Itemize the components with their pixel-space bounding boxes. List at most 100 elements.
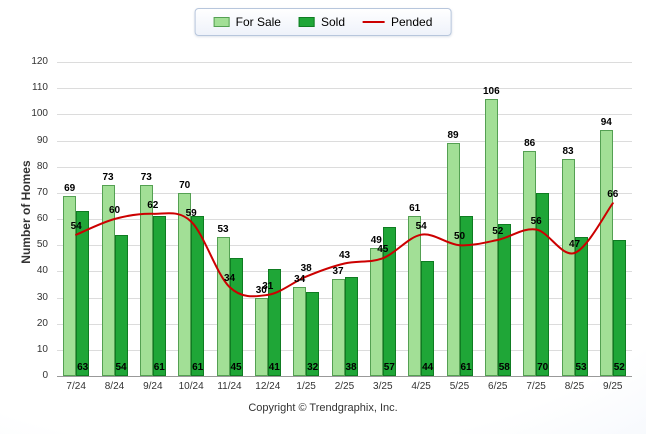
value-label-for-sale: 49 bbox=[370, 234, 382, 246]
x-tick-label: 8/25 bbox=[564, 381, 585, 392]
value-label-pended: 38 bbox=[300, 262, 312, 274]
gridline bbox=[57, 192, 632, 194]
value-label-sold: 41 bbox=[268, 362, 280, 373]
y-tick-label: 20 bbox=[36, 317, 48, 329]
pended-line-swatch-icon bbox=[363, 21, 386, 23]
value-label-for-sale: 73 bbox=[140, 172, 152, 183]
x-tick-label: 8/24 bbox=[104, 381, 125, 392]
y-tick-label: 120 bbox=[31, 56, 48, 67]
value-label-for-sale: 94 bbox=[600, 117, 612, 128]
y-tick-label: 50 bbox=[36, 239, 48, 251]
value-label-sold: 61 bbox=[192, 362, 204, 373]
y-tick-label: 90 bbox=[36, 134, 48, 146]
bar-sold bbox=[114, 234, 128, 376]
value-label-sold: 52 bbox=[613, 362, 625, 373]
x-tick-label: 9/24 bbox=[143, 381, 163, 392]
value-label-pended: 43 bbox=[338, 249, 351, 261]
value-label-sold: 61 bbox=[153, 362, 165, 373]
copyright: Copyright © Trendgraphix, Inc. bbox=[248, 402, 398, 414]
x-tick-label: 10/24 bbox=[178, 381, 204, 392]
value-label-for-sale: 106 bbox=[482, 85, 500, 97]
legend-label-pended: Pended bbox=[391, 15, 433, 29]
x-tick-label: 3/25 bbox=[373, 381, 393, 392]
bar-sold bbox=[574, 237, 588, 376]
value-label-for-sale: 61 bbox=[409, 203, 421, 215]
value-label-for-sale: 34 bbox=[294, 274, 306, 285]
y-tick-label: 100 bbox=[31, 108, 48, 120]
bar-for-sale bbox=[484, 98, 498, 376]
bar-for-sale bbox=[178, 192, 192, 376]
value-label-sold: 58 bbox=[498, 362, 510, 373]
x-tick-label: 7/24 bbox=[66, 381, 86, 392]
x-tick-label: 5/25 bbox=[449, 381, 470, 392]
value-label-for-sale: 53 bbox=[217, 224, 229, 236]
bar-sold bbox=[76, 211, 90, 376]
y-tick-label: 30 bbox=[36, 291, 48, 303]
value-label-pended: 60 bbox=[108, 205, 121, 216]
y-axis-ticks: 0 10 20 30 40 50 60 70 80 90 100 110 120 bbox=[20, 56, 52, 381]
for-sale-swatch-icon bbox=[213, 17, 230, 27]
x-tick-label: 9/25 bbox=[603, 381, 623, 392]
bar-sold bbox=[152, 216, 166, 376]
gridline bbox=[57, 140, 632, 142]
x-tick-label: 6/25 bbox=[488, 381, 508, 392]
y-tick-label: 80 bbox=[36, 160, 48, 172]
gridline bbox=[57, 62, 632, 63]
bar-for-sale bbox=[331, 279, 345, 376]
bar-sold bbox=[306, 292, 320, 376]
pended-line bbox=[75, 202, 614, 298]
y-tick-label: 10 bbox=[36, 343, 48, 355]
value-label-for-sale: 30 bbox=[255, 284, 267, 296]
gridline bbox=[57, 114, 632, 116]
bar-sold bbox=[191, 216, 205, 376]
y-tick-label: 110 bbox=[32, 82, 48, 94]
value-label-for-sale: 37 bbox=[332, 266, 344, 278]
legend-item-for-sale: For Sale bbox=[213, 15, 281, 29]
value-label-sold: 54 bbox=[115, 362, 127, 373]
bar-sold bbox=[229, 258, 243, 377]
value-label-for-sale: 83 bbox=[562, 145, 574, 157]
gridline bbox=[57, 219, 632, 220]
value-label-pended: 59 bbox=[185, 207, 197, 219]
value-label-pended: 54 bbox=[415, 220, 427, 232]
value-label-for-sale: 73 bbox=[102, 172, 114, 183]
legend-label-for-sale: For Sale bbox=[235, 15, 281, 29]
value-label-sold: 44 bbox=[422, 362, 434, 373]
value-label-pended: 47 bbox=[568, 239, 581, 250]
value-label-for-sale: 70 bbox=[179, 179, 191, 191]
bar-for-sale bbox=[446, 143, 460, 376]
gridline bbox=[57, 88, 632, 90]
bar-sold bbox=[267, 268, 281, 376]
x-tick-label: 11/24 bbox=[217, 381, 242, 392]
x-tick-label: 4/25 bbox=[411, 381, 431, 392]
value-label-sold: 45 bbox=[230, 362, 242, 373]
legend-item-pended: Pended bbox=[363, 15, 432, 29]
plot-area: 69 54 63 73 60 54 73 62 61 70 59 61 53 34 45 30 31 41 34 38… bbox=[57, 62, 632, 377]
value-label-pended: 45 bbox=[377, 244, 389, 256]
value-label-sold: 61 bbox=[460, 362, 472, 373]
gridline bbox=[57, 245, 632, 247]
gridline bbox=[57, 166, 632, 168]
value-label-for-sale: 86 bbox=[524, 138, 536, 149]
bar-for-sale bbox=[369, 247, 383, 376]
bar-for-sale bbox=[561, 158, 575, 376]
y-tick-label: 40 bbox=[36, 265, 48, 277]
value-label-pended: 54 bbox=[70, 220, 82, 232]
x-tick-label: 12/24 bbox=[255, 381, 281, 392]
legend-item-sold: Sold bbox=[298, 15, 345, 29]
value-label-sold: 57 bbox=[383, 362, 395, 373]
gridline bbox=[57, 271, 632, 273]
value-label-sold: 70 bbox=[537, 362, 549, 373]
bar-sold bbox=[536, 192, 550, 376]
value-label-pended: 56 bbox=[530, 215, 542, 227]
bar-for-sale bbox=[523, 151, 537, 376]
value-label-sold: 38 bbox=[345, 362, 357, 373]
bar-for-sale bbox=[63, 195, 77, 376]
x-tick-label: 2/25 bbox=[334, 381, 355, 392]
y-tick-label: 0 bbox=[42, 370, 48, 381]
value-label-pended: 62 bbox=[147, 199, 159, 211]
sold-swatch-icon bbox=[298, 17, 315, 27]
bar-for-sale bbox=[408, 216, 422, 376]
x-tick-label: 1/25 bbox=[296, 381, 316, 392]
